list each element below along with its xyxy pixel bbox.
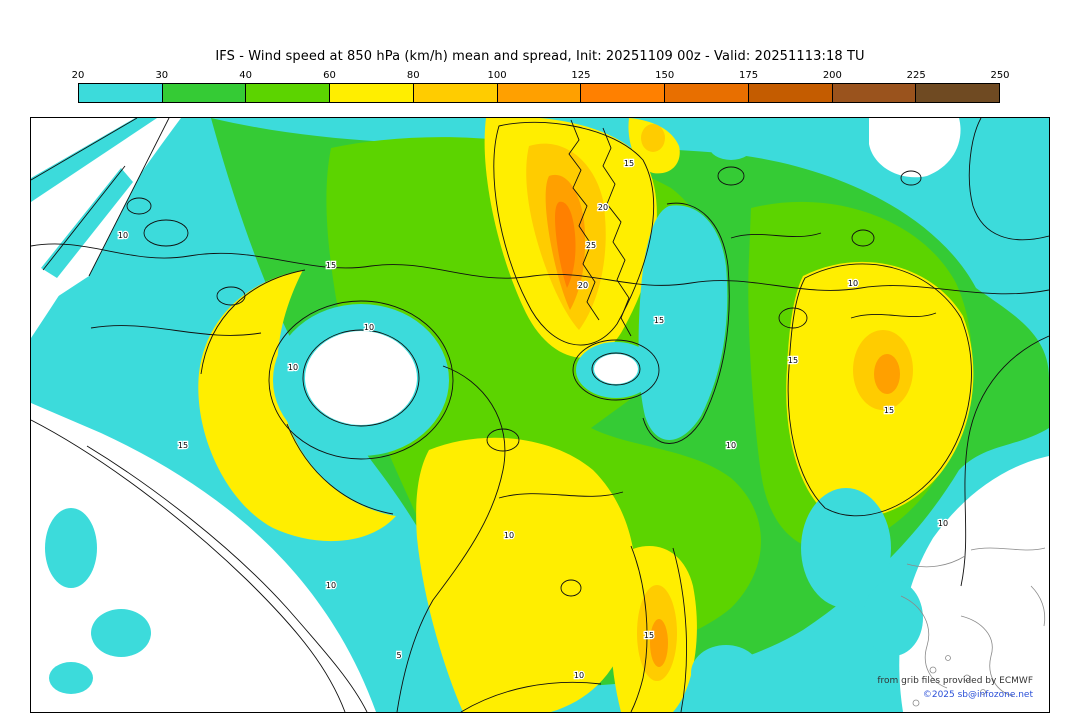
colorbar-tick-labels: 20 30 40 60 80 100 125 150 175 200 225 250 [72, 70, 1010, 82]
colorbar-tick-label: 30 [155, 70, 169, 81]
contour-label: 15 [654, 316, 664, 325]
colorbar-segment [832, 84, 917, 102]
contour-lines-layer [31, 118, 1049, 712]
contour-label: 10 [574, 671, 584, 680]
contour-label: 5 [396, 651, 401, 660]
colorbar-segment [748, 84, 833, 102]
map-title: IFS - Wind speed at 850 hPa (km/h) mean … [215, 49, 865, 64]
contour-label: 10 [848, 279, 858, 288]
colorbar-tick-label: 175 [738, 70, 759, 81]
contour-label: 10 [364, 323, 374, 332]
contour-label: 10 [938, 519, 948, 528]
map-canvas: 15 20 25 20 15 10 10 15 10 10 15 10 15 10 15 10 15 10 5 10 … [30, 117, 1050, 713]
colorbar-tick-label: 225 [906, 70, 926, 81]
colorbar-tick-label: 100 [487, 70, 507, 81]
colorbar-segment [581, 84, 666, 102]
contour-label: 15 [624, 159, 634, 168]
contour-label: 25 [586, 241, 596, 250]
colorbar-tick-label: 20 [71, 70, 85, 81]
colorbar-segment [246, 84, 331, 102]
contour-label: 10 [326, 581, 336, 590]
gray-coastlines-layer [900, 547, 1046, 707]
colorbar-segment [497, 84, 582, 102]
colorbar-segment [665, 84, 749, 102]
colorbar-tick-label: 250 [990, 70, 1010, 81]
colorbar-tick-label: 200 [822, 70, 842, 81]
colorbar-tick-label: 40 [239, 70, 252, 81]
copyright-credit: ©2025 sb@infozone.net [922, 690, 1033, 700]
colorbar-tick-label: 150 [655, 70, 675, 81]
contour-label: 15 [644, 631, 654, 640]
contour-label: 15 [788, 356, 798, 365]
contour-labels-layer: 15 20 25 20 15 10 10 15 10 10 15 10 15 10 15 10 15 10 5 10 [117, 158, 950, 682]
colorbar-segment [330, 84, 414, 102]
wind-speed-map: 15 20 25 20 15 10 10 15 10 10 15 10 15 10 15 10 15 10 5 10 [31, 118, 1049, 712]
contour-label: 10 [288, 363, 298, 372]
grib-credit: from grib files provided by ECMWF [877, 676, 1033, 686]
colorbar-segment [162, 84, 247, 102]
colorbar-scale [78, 83, 1000, 103]
colorbar: 20 30 40 60 80 100 125 150 175 200 225 250 [72, 70, 1010, 103]
contour-label: 15 [884, 406, 894, 415]
colorbar-tick-label: 125 [571, 70, 591, 81]
contour-label: 15 [326, 261, 336, 270]
colorbar-segment [79, 84, 163, 102]
contour-label: 20 [598, 203, 608, 212]
contour-label: 15 [178, 441, 188, 450]
contour-label: 10 [504, 531, 514, 540]
colorbar-segment [916, 84, 1000, 102]
colorbar-tick-label: 60 [323, 70, 336, 81]
contour-label: 10 [118, 231, 128, 240]
wind-speed-fill-regions [31, 118, 1049, 712]
colorbar-segment [413, 84, 498, 102]
contour-label: 10 [726, 441, 736, 450]
contour-label: 20 [578, 281, 588, 290]
colorbar-tick-label: 80 [406, 70, 420, 81]
